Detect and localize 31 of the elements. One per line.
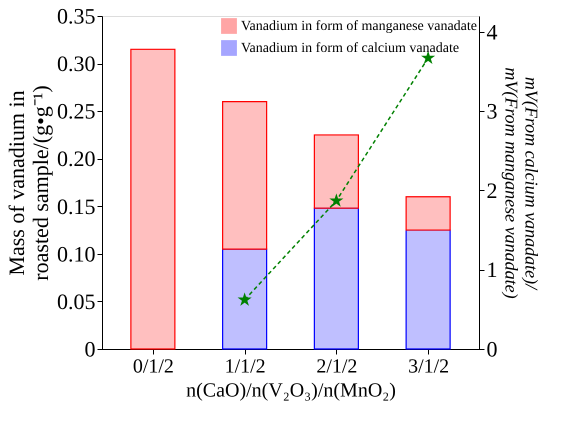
y2-axis-title: mV(From calcium vanadate)/mV(From manganese vanadate) bbox=[502, 67, 542, 299]
bar bbox=[406, 196, 451, 231]
x-tick-label: 0/1/2 bbox=[132, 356, 174, 378]
y2-tick-label: 1 bbox=[486, 257, 498, 282]
y-tick-label: 0.05 bbox=[57, 288, 96, 314]
y-tick-label: 0.25 bbox=[57, 98, 96, 124]
y-tick-label: 0.30 bbox=[57, 51, 96, 76]
y-tick-label: 0.20 bbox=[57, 146, 96, 172]
x-tick-label: 2/1/2 bbox=[316, 356, 358, 378]
bar bbox=[314, 134, 359, 209]
y-tick-label: 0.35 bbox=[57, 4, 96, 28]
y-tick-label: 0.10 bbox=[57, 241, 96, 266]
y-tick-label: 0 bbox=[84, 336, 96, 362]
y2-tick-label: 3 bbox=[486, 98, 498, 124]
bar bbox=[222, 101, 268, 250]
point bbox=[238, 292, 252, 306]
bar bbox=[130, 48, 176, 350]
y-tick-label: 0.15 bbox=[57, 194, 96, 219]
bar bbox=[314, 208, 359, 350]
y2-tick-label: 4 bbox=[486, 19, 498, 44]
legend-label: Vanadium in form of manganese vanadate bbox=[241, 19, 477, 34]
y-axis-title: Mass of vanadium in roasted sample/(g•g⁻¹) bbox=[4, 85, 53, 281]
y2-tick-label: 2 bbox=[486, 178, 498, 203]
point bbox=[329, 193, 344, 207]
y2-tick-label: 0 bbox=[486, 336, 498, 362]
x-axis-title: n(CaO)/n(V₂O₃)/n(MnO₂) bbox=[186, 380, 396, 402]
bar bbox=[222, 248, 268, 350]
x-tick-label: 3/1/2 bbox=[408, 356, 450, 378]
x-tick-label: 1/1/2 bbox=[224, 356, 266, 378]
bar bbox=[406, 229, 451, 350]
legend-label: Vanadium in form of calcium vanadate bbox=[241, 41, 460, 56]
